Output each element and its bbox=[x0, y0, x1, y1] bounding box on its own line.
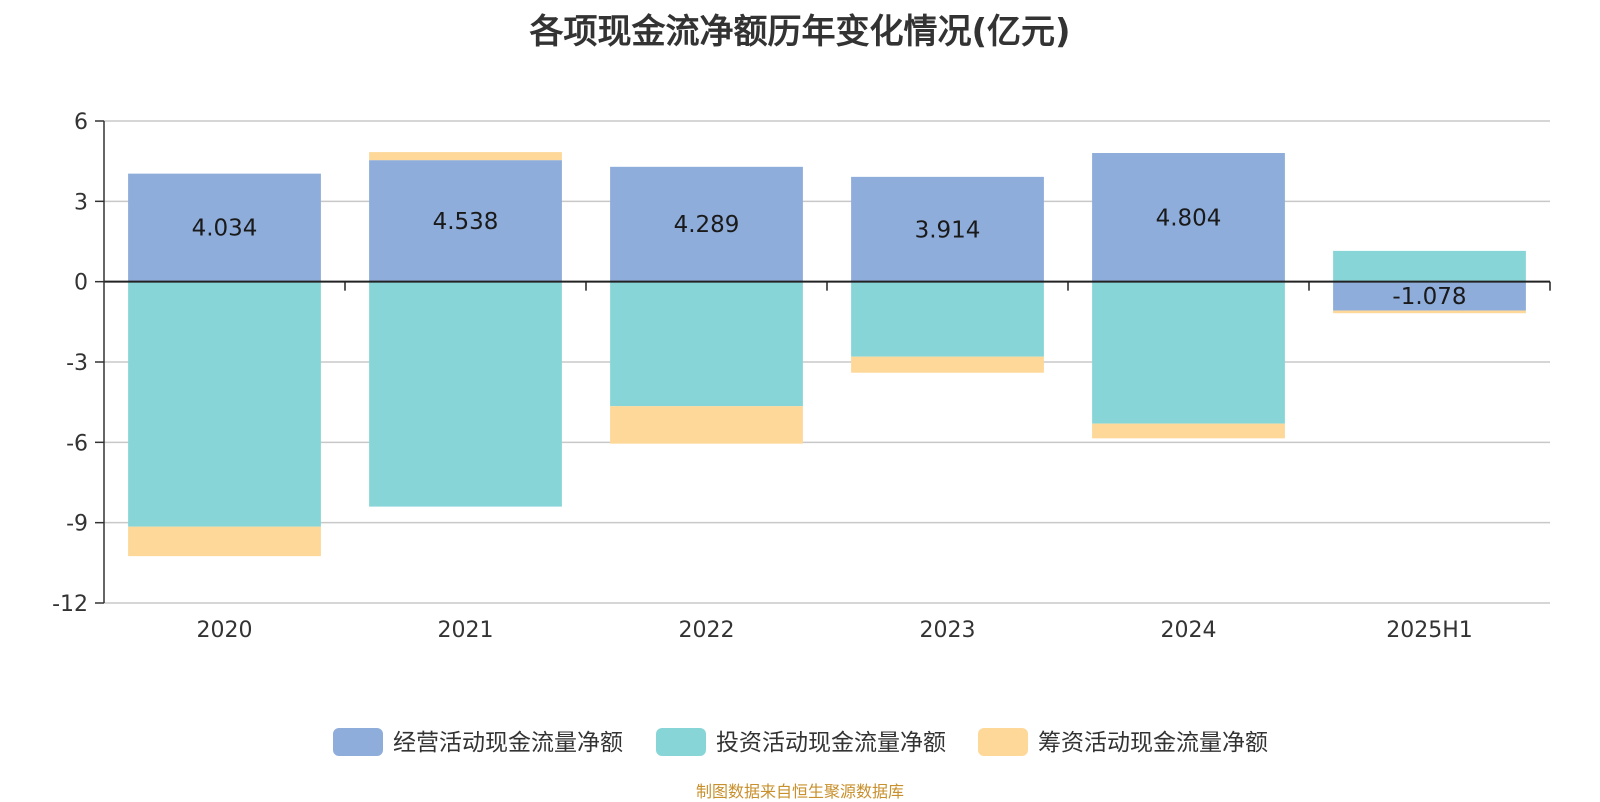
bar-2022-series-2 bbox=[610, 406, 803, 444]
legend-label-1: 投资活动现金流量净额 bbox=[716, 730, 946, 756]
bar-2022-series-1 bbox=[610, 281, 803, 407]
data-label-2020: 4.034 bbox=[192, 216, 258, 242]
y-tick-label: 0 bbox=[74, 271, 88, 296]
data-labels: 4.034 4.538 4.289 3.914 4.804 -1.078 bbox=[192, 205, 1467, 310]
bar-2025H1-series-0 bbox=[1333, 281, 1526, 311]
bar-2025H1-series-1 bbox=[1333, 250, 1526, 282]
x-tick-label: 2021 bbox=[438, 618, 494, 643]
x-tick-label: 2022 bbox=[679, 618, 735, 643]
legend-label-0: 经营活动现金流量净额 bbox=[393, 730, 623, 756]
bar-2024-series-1 bbox=[1092, 281, 1285, 424]
y-tick-label: -3 bbox=[66, 351, 88, 376]
x-tick-label: 2024 bbox=[1161, 618, 1217, 643]
bar-2023-series-0 bbox=[851, 176, 1044, 282]
bar-2025H1-series-2 bbox=[1333, 310, 1526, 314]
axes: 6 3 0 -3 -6 -9 -12 2020 2021 2022 2023 2024 2025H1 bbox=[52, 110, 1551, 643]
bar-2020-series-1 bbox=[128, 281, 321, 527]
bar-2021-series-2 bbox=[369, 152, 562, 161]
data-label-2022: 4.289 bbox=[674, 212, 740, 238]
data-label-2021: 4.538 bbox=[433, 209, 499, 235]
bar-2020-series-0 bbox=[128, 173, 321, 282]
legend-swatch-0 bbox=[333, 728, 383, 756]
x-tick-label: 2025H1 bbox=[1386, 618, 1473, 643]
bar-2024-series-0 bbox=[1092, 153, 1285, 282]
grid-lines bbox=[104, 120, 1550, 604]
bar-2021-series-1 bbox=[369, 281, 562, 507]
y-tick-label: -9 bbox=[66, 512, 88, 537]
bar-2022-series-0 bbox=[610, 166, 803, 282]
legend: 经营活动现金流量净额 投资活动现金流量净额 筹资活动现金流量净额 bbox=[333, 728, 1268, 756]
data-label-2024: 4.804 bbox=[1156, 205, 1222, 231]
y-tick-label: -6 bbox=[66, 431, 88, 456]
legend-swatch-2 bbox=[978, 728, 1028, 756]
y-tick-label: -12 bbox=[52, 592, 88, 617]
bar-2020-series-2 bbox=[128, 526, 321, 557]
legend-swatch-1 bbox=[656, 728, 706, 756]
bar-2023-series-2 bbox=[851, 356, 1044, 373]
y-tick-label: 6 bbox=[74, 110, 88, 135]
bar-2024-series-2 bbox=[1092, 423, 1285, 439]
bars bbox=[128, 152, 1526, 557]
x-tick-label: 2020 bbox=[197, 618, 253, 643]
data-label-2025H1: -1.078 bbox=[1392, 284, 1466, 310]
y-tick-label: 3 bbox=[74, 190, 88, 215]
x-tick-label: 2023 bbox=[920, 618, 976, 643]
legend-label-2: 筹资活动现金流量净额 bbox=[1038, 730, 1268, 756]
bar-2021-series-0 bbox=[369, 160, 562, 282]
bar-2023-series-1 bbox=[851, 281, 1044, 357]
chart-source: 制图数据来自恒生聚源数据库 bbox=[695, 782, 904, 801]
chart-title: 各项现金流净额历年变化情况(亿元) bbox=[529, 12, 1071, 52]
data-label-2023: 3.914 bbox=[915, 217, 981, 243]
